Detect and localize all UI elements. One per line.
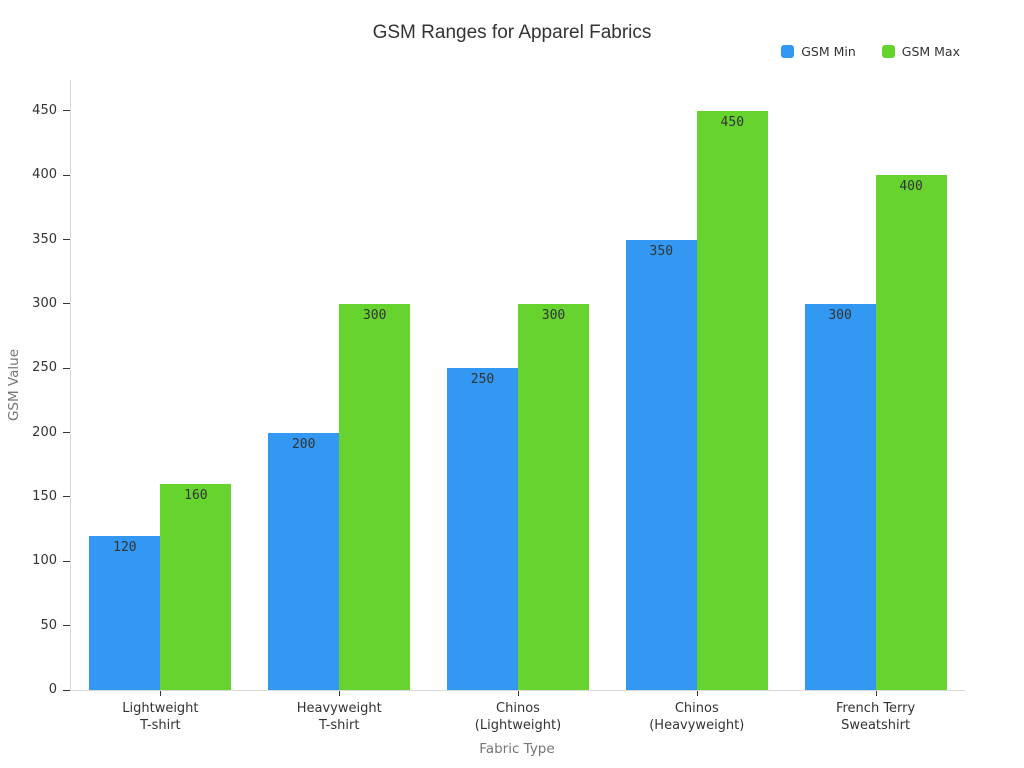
x-tick-label-4: French Terry Sweatshirt [835,701,916,733]
x-axis-title: Fabric Type [479,741,555,757]
y-tick-mark [63,367,70,369]
legend-item-gsm-min[interactable]: GSM Min [781,44,856,59]
x-tick-label-2: Chinos (Lightweight) [474,701,562,733]
x-tick-mark [339,691,341,696]
y-tick-label: 250 [32,360,57,376]
y-tick-label: 50 [40,617,57,633]
legend-label-gsm-max: GSM Max [901,44,960,59]
bar-gsm-max-4[interactable] [875,175,947,690]
bar-gsm-min-3[interactable] [625,239,697,690]
legend: GSM Min GSM Max [781,44,960,59]
legend-item-gsm-max[interactable]: GSM Max [881,44,960,59]
legend-label-gsm-min: GSM Min [801,44,856,59]
y-tick-mark [63,496,70,498]
x-tick-label-3: Chinos (Heavyweight) [649,701,745,733]
x-tick-label-0: Lightweight T-shirt [122,701,199,733]
chart-title: GSM Ranges for Apparel Fabrics [372,22,652,43]
bar-gsm-max-2[interactable] [518,303,589,690]
bar-gsm-max-0[interactable] [160,484,232,690]
y-tick-mark [63,303,70,305]
y-tick-label: 350 [32,231,57,247]
y-tick-mark [63,560,70,562]
y-tick-label: 150 [32,488,57,504]
y-tick-label: 100 [32,553,57,569]
bar-gsm-min-0[interactable] [89,535,161,690]
legend-swatch-gsm-max-icon [881,45,895,58]
y-tick-mark [63,174,70,176]
y-tick-mark [63,625,70,627]
plot-area: 0 50 100 150 200 250 300 350 400 450 120 160 Lightwe… [32,80,965,733]
y-tick-mark [63,689,70,691]
y-tick-mark [63,432,70,434]
y-tick-label: 300 [32,295,57,311]
x-tick-mark [160,691,162,696]
x-tick-mark [518,691,519,696]
x-tick-mark [875,691,877,696]
y-tick-mark [63,110,70,112]
y-tick-label: 400 [32,167,57,183]
bar-gsm-max-1[interactable] [339,303,411,690]
bar-gsm-min-2[interactable] [447,368,518,690]
bar-gsm-min-1[interactable] [268,432,340,690]
y-tick-label: 450 [32,102,57,118]
legend-swatch-gsm-min-icon [781,45,795,58]
y-tick-label: 200 [32,424,57,440]
y-tick-mark [63,239,70,241]
x-tick-label-1: Heavyweight T-shirt [296,701,382,733]
y-tick-label: 0 [48,682,57,697]
x-tick-mark [696,691,698,696]
bar-gsm-max-3[interactable] [696,110,768,690]
bar-gsm-min-4[interactable] [804,303,876,690]
